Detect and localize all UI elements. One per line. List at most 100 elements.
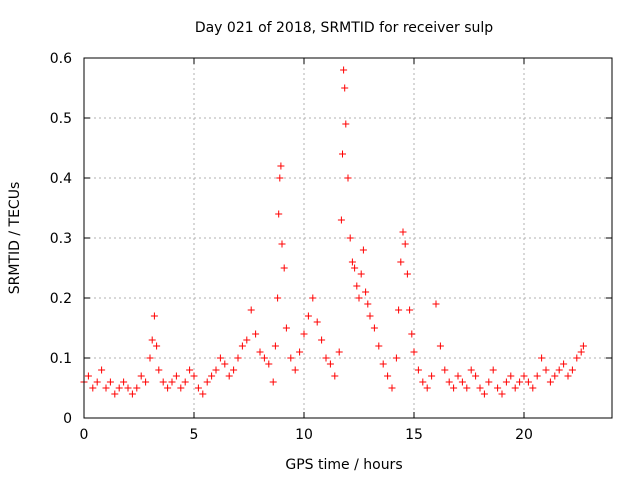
- data-point: [342, 120, 350, 128]
- data-point: [252, 330, 260, 338]
- data-point: [269, 378, 277, 386]
- y-tick-label: 0.1: [50, 351, 72, 367]
- data-point: [538, 354, 546, 362]
- data-point: [397, 258, 405, 266]
- data-point: [458, 378, 466, 386]
- data-point: [93, 378, 101, 386]
- data-point: [98, 366, 106, 374]
- data-point: [133, 384, 141, 392]
- data-point: [410, 348, 418, 356]
- data-point: [564, 372, 572, 380]
- data-point: [277, 162, 285, 170]
- data-point: [287, 354, 295, 362]
- data-point: [406, 306, 414, 314]
- data-point: [357, 270, 365, 278]
- data-point: [546, 378, 554, 386]
- data-point: [388, 384, 396, 392]
- data-point: [216, 354, 224, 362]
- data-point: [414, 366, 422, 374]
- data-point: [309, 294, 317, 302]
- data-point: [120, 378, 128, 386]
- data-point: [199, 390, 207, 398]
- data-point: [168, 378, 176, 386]
- x-axis: 0 5 10 15 20: [80, 58, 533, 443]
- x-tick-label: 15: [405, 427, 423, 443]
- data-point: [164, 384, 172, 392]
- data-point: [326, 360, 334, 368]
- data-point: [441, 366, 449, 374]
- data-point: [392, 354, 400, 362]
- data-point: [260, 354, 268, 362]
- data-point: [256, 348, 264, 356]
- data-point: [560, 360, 568, 368]
- data-point: [212, 366, 220, 374]
- data-point: [463, 384, 471, 392]
- data-point: [480, 390, 488, 398]
- data-point: [137, 372, 145, 380]
- data-point: [238, 342, 246, 350]
- data-point: [362, 288, 370, 296]
- data-point: [234, 354, 242, 362]
- data-point: [403, 270, 411, 278]
- data-point: [502, 378, 510, 386]
- data-point: [529, 384, 537, 392]
- data-point: [318, 336, 326, 344]
- data-point: [128, 390, 136, 398]
- data-point: [142, 378, 150, 386]
- data-point: [428, 372, 436, 380]
- data-point: [225, 372, 233, 380]
- data-point: [436, 342, 444, 350]
- data-point: [395, 306, 403, 314]
- data-point: [186, 366, 194, 374]
- y-tick-label: 0.5: [50, 111, 72, 127]
- x-tick-label: 10: [295, 427, 313, 443]
- data-point: [485, 378, 493, 386]
- data-point: [280, 264, 288, 272]
- data-point: [194, 384, 202, 392]
- data-point: [278, 240, 286, 248]
- data-point: [155, 366, 163, 374]
- data-point: [579, 342, 587, 350]
- data-point: [384, 372, 392, 380]
- data-point: [340, 66, 348, 74]
- x-tick-label: 20: [515, 427, 533, 443]
- data-point: [111, 390, 119, 398]
- y-tick-label: 0: [63, 411, 72, 427]
- data-point: [146, 354, 154, 362]
- data-point: [203, 378, 211, 386]
- data-point: [511, 384, 519, 392]
- data-point: [555, 366, 563, 374]
- data-point: [476, 384, 484, 392]
- data-point: [274, 294, 282, 302]
- data-point: [520, 372, 528, 380]
- x-tick-label: 5: [190, 427, 199, 443]
- y-tick-label: 0.4: [50, 171, 72, 187]
- data-point: [533, 372, 541, 380]
- x-axis-label: GPS time / hours: [285, 457, 402, 473]
- data-point: [419, 378, 427, 386]
- data-point: [524, 378, 532, 386]
- data-point: [344, 174, 352, 182]
- data-point: [494, 384, 502, 392]
- data-point: [432, 300, 440, 308]
- data-point: [221, 360, 229, 368]
- data-point: [271, 342, 279, 350]
- data-point: [507, 372, 515, 380]
- data-point: [150, 312, 158, 320]
- data-point: [153, 342, 161, 350]
- data-point: [339, 150, 346, 158]
- data-points: [80, 66, 587, 398]
- data-point: [335, 348, 343, 356]
- data-point: [364, 300, 372, 308]
- y-axis-label: SRMTID / TECUs: [7, 182, 23, 295]
- grid-lines: [84, 58, 612, 418]
- data-point: [379, 360, 387, 368]
- data-point: [331, 372, 339, 380]
- data-point: [450, 384, 458, 392]
- data-point: [265, 360, 273, 368]
- data-point: [351, 264, 359, 272]
- data-point: [408, 330, 416, 338]
- data-point: [84, 372, 92, 380]
- data-point: [190, 372, 198, 380]
